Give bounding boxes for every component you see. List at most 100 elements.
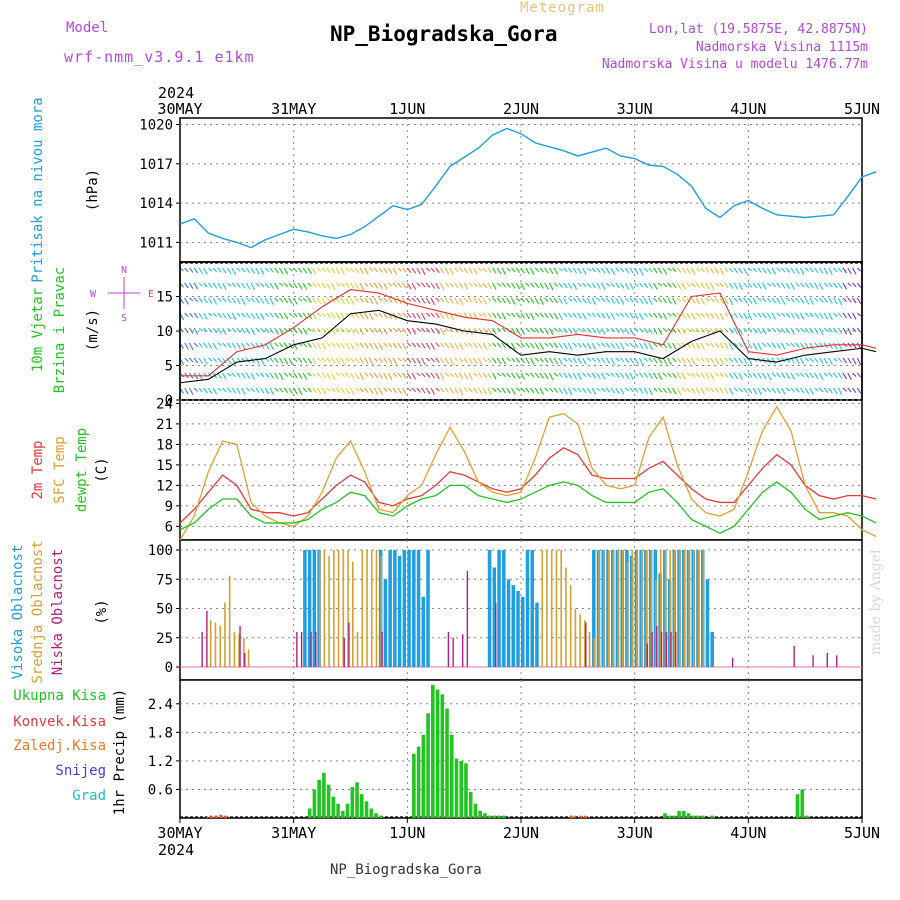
wind-barb [369,282,374,288]
station-coordinates: Lon,lat (19.5875E, 42.8875N) [648,22,868,37]
precip-total-bar [672,815,677,818]
precip-label-conv: Konvek.Kisa [13,714,106,730]
wind-barb [203,327,208,333]
precip-label-grad: Grad [72,788,106,804]
wind-barb [586,327,592,333]
wind-barb [719,327,724,333]
wind-barb [387,267,393,275]
wind-barb [231,372,237,378]
wind-barb [558,282,563,288]
precip-total-bar [497,815,501,818]
wind-barb [345,342,350,350]
wind-barb [596,342,601,347]
wind-barb [387,387,393,393]
wind-barb [591,327,596,334]
cloud-tick-label: 50 [156,602,173,618]
wind-barb [222,342,227,348]
wind-barb [634,357,639,365]
wind-barb [615,282,620,289]
wind-barb [316,327,322,333]
wind-tick-label: 0 [165,393,173,409]
wind-barb [222,282,227,290]
wind-barb [852,372,857,377]
wind-barb [856,297,862,304]
wind-barb [203,267,208,275]
wind-barb [700,387,705,395]
wind-barb [539,387,544,395]
wind-barb [752,342,758,350]
wind-barb [217,297,222,302]
wind-barb [278,327,284,336]
wind-barb [430,387,435,395]
wind-barb [558,372,563,378]
wind-barb [297,267,303,273]
wind-barb [586,297,592,305]
wind-barb [506,297,511,305]
wind-barb [293,387,298,395]
wind-barb [534,312,540,317]
wind-barb [302,342,308,348]
wind-barb [743,282,748,287]
precip-tick-label: 0.6 [148,782,173,798]
x-tick-label-top: 5JUN [844,100,880,118]
wind-barb [657,312,663,319]
precip-total-bar [359,794,364,818]
wind-barb [856,387,862,394]
wind-barb [539,312,544,318]
precip-total-bar [431,684,435,818]
wind-barb [459,267,464,273]
wind-barb [582,267,587,275]
cloud-high-bar [383,579,388,667]
wind-barb [643,312,649,317]
wind-barb [757,267,762,273]
wind-barb [340,297,345,304]
wind-barb [814,372,819,380]
wind-barb [444,297,450,304]
wind-barb [695,357,701,362]
wind-barb [316,282,322,288]
precip-total-bar [355,782,359,818]
wind-barb [274,372,279,380]
wind-barb [496,372,502,377]
wind-barb [402,267,407,273]
wind-barb [710,387,715,393]
wind-barb [705,357,710,363]
wind-barb [212,327,218,334]
wind-barb [553,312,559,320]
wind-barb [416,342,421,348]
wind-barb [695,297,701,305]
wind-barb [591,297,597,305]
wind-barb [766,327,772,332]
wind-barb [653,297,658,302]
temperature-tick-label: 24 [156,396,173,412]
wind-barb [577,297,582,303]
wind-barb [856,372,862,378]
wind-barb [316,372,322,378]
wind-barb [586,342,592,349]
wind-barb [558,357,563,366]
wind-barb [620,357,625,363]
wind-barb [511,357,516,363]
wind-barb [847,312,852,319]
wind-barb [577,387,582,393]
wind-barb [520,312,525,319]
wind-barb [785,312,791,318]
wind-barb [525,282,530,287]
wind-barb [373,387,379,395]
wind-barb [648,387,653,395]
wind-barb [473,282,478,288]
wind-barb [596,357,601,363]
wind-barb [548,357,554,364]
wind-barb [719,387,724,394]
wind-barb [440,357,445,364]
wind-barb [468,357,473,364]
model-name: wrf-nmm_v3.9.1 e1km [64,48,255,66]
wind-barb [705,267,710,274]
precip-total-bar [378,815,383,818]
precip-total-bar [326,784,331,818]
wind-barb [643,267,649,272]
wind-barb [477,357,483,366]
wind-barb [809,342,814,350]
wind-barb [785,342,791,347]
wind-barb [785,357,791,363]
